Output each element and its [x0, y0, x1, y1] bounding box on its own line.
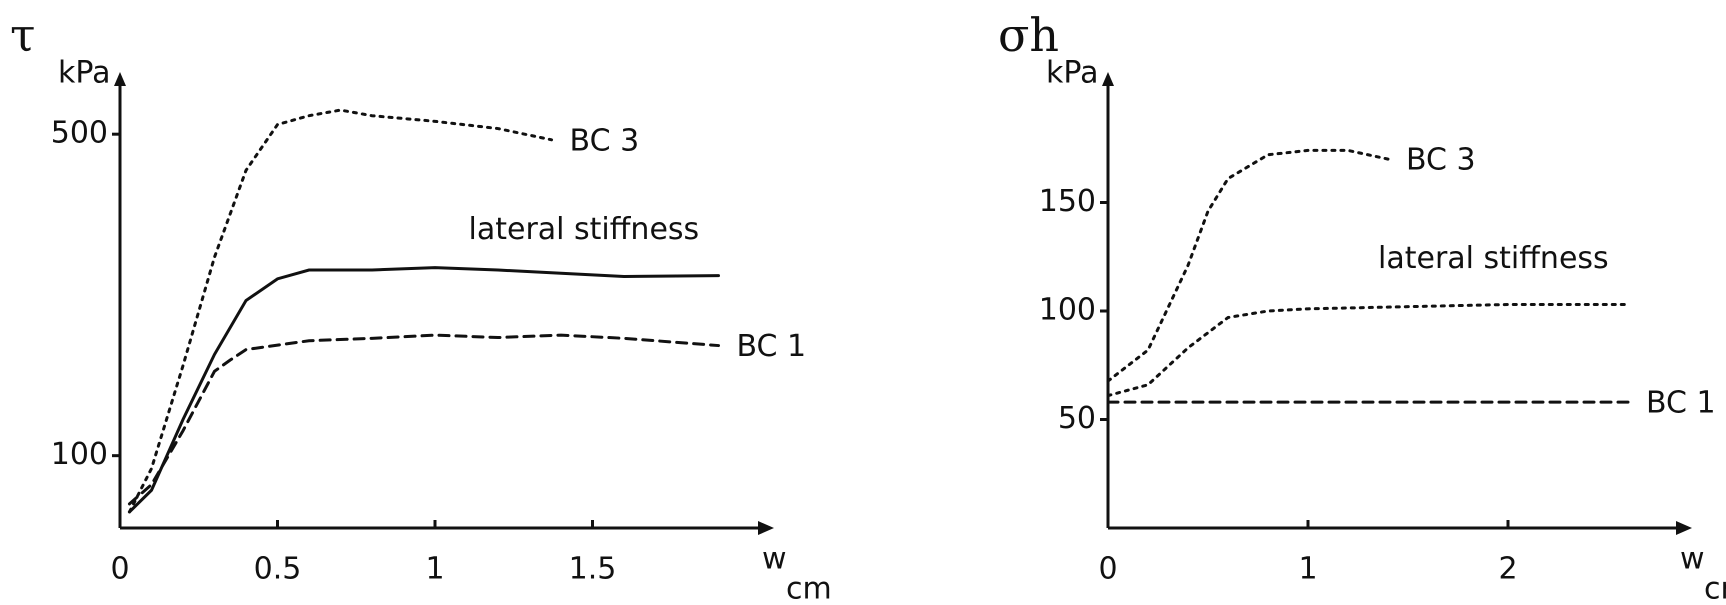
series-line	[127, 333, 720, 506]
series-line	[127, 266, 720, 514]
series-label: BC 1	[737, 329, 807, 364]
x-tick-label: 0.5	[254, 552, 302, 587]
y-unit: kPa	[1046, 56, 1099, 91]
x-unit: cm	[1704, 572, 1726, 605]
series-line	[1106, 302, 1630, 398]
y-axis-label: σh	[998, 8, 1059, 62]
x-tick-label: 0	[110, 552, 129, 587]
series-line	[1106, 148, 1390, 383]
x-axis-label: w	[1680, 542, 1705, 577]
y-arrow	[1102, 72, 1114, 86]
series-label: BC 3	[570, 123, 640, 158]
x-tick-label: 0	[1098, 552, 1117, 587]
x-tick-label: 1	[1298, 552, 1317, 587]
y-unit: kPa	[58, 56, 111, 91]
series-label: BC 3	[1406, 143, 1476, 178]
y-arrow	[114, 72, 126, 86]
series-line	[127, 108, 554, 514]
y-tick-label: 500	[51, 116, 108, 151]
series-label: lateral stiffness	[469, 212, 700, 247]
x-arrow	[758, 521, 774, 535]
x-tick-label: 2	[1498, 552, 1517, 587]
series-label: BC 1	[1646, 386, 1716, 421]
x-tick-label: 1	[425, 552, 444, 587]
x-tick-label: 1.5	[569, 552, 617, 587]
series-label: lateral stiffness	[1378, 241, 1609, 276]
x-arrow	[1676, 521, 1692, 535]
x-unit: cm	[786, 572, 832, 605]
y-axis-label: τ	[10, 8, 35, 62]
y-tick-label: 100	[1039, 293, 1096, 328]
x-axis-label: w	[762, 542, 787, 577]
y-tick-label: 100	[51, 437, 108, 472]
y-tick-label: 150	[1039, 184, 1096, 219]
y-tick-label: 50	[1058, 401, 1096, 436]
